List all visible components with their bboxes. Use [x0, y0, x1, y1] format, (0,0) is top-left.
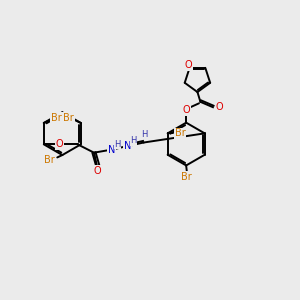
Text: Br: Br	[51, 112, 62, 123]
Text: Br: Br	[175, 128, 185, 138]
Text: N: N	[124, 141, 131, 151]
Text: O: O	[184, 61, 192, 70]
Text: O: O	[216, 102, 223, 112]
Text: Br: Br	[63, 112, 74, 123]
Text: O: O	[94, 166, 101, 176]
Text: H: H	[114, 140, 121, 148]
Text: N: N	[108, 145, 115, 155]
Text: H: H	[141, 130, 147, 139]
Text: Br: Br	[44, 155, 55, 165]
Text: O: O	[182, 105, 190, 115]
Text: O: O	[56, 140, 63, 149]
Text: H: H	[130, 136, 137, 145]
Text: Br: Br	[182, 172, 192, 182]
